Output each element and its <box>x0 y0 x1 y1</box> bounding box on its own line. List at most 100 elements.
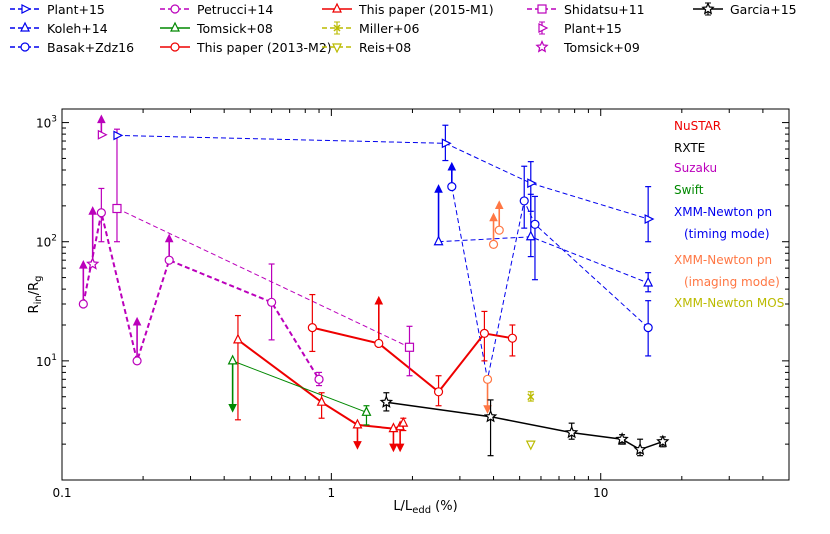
x-axis-label-unit: (%) <box>431 499 458 514</box>
data-point-xmm-newton-pn-imaging-mode <box>488 239 499 249</box>
data-point-garcia-15 <box>564 425 579 439</box>
data-point-this-paper-2015-m1 <box>316 395 327 406</box>
y-axis-label-slash: /R <box>27 282 42 295</box>
limit-arrow-tomsick-08 <box>228 404 237 413</box>
series-line-basak-zdz16 <box>451 186 649 380</box>
data-point-basak-zdz16 <box>519 196 529 206</box>
data-point-basak-zdz16 <box>447 182 457 192</box>
data-point-this-paper-2015-m1 <box>388 422 399 433</box>
series-lines <box>82 134 664 451</box>
legend-entry-tomsick-09: Tomsick+09 <box>535 39 640 55</box>
axis-ticks: 0.1 1 10 101 102 103 <box>36 109 790 500</box>
data-point-reis-08 <box>525 440 536 451</box>
data-point-this-paper-2013-m2 <box>307 323 317 333</box>
legend-entry-basak-zdz16: Basak+Zdz16 <box>10 40 134 55</box>
series-marks <box>78 114 670 457</box>
x-tick-label: 10 <box>593 486 608 500</box>
legend-entry-reis-08: Reis+08 <box>322 40 411 55</box>
data-point-basak-zdz16 <box>530 219 540 229</box>
annotation-xmm-newton-mos: XMM-Newton MOS <box>674 296 784 310</box>
data-point-koleh-14 <box>525 230 536 241</box>
legend-marker <box>333 24 341 32</box>
data-point-this-paper-2013-m2 <box>507 333 517 343</box>
data-point-tomsick-09 <box>86 256 100 270</box>
annotation-timing-mode: (timing mode) <box>684 227 770 241</box>
limit-arrow-basak-zdz16 <box>447 161 457 171</box>
legend-entry-tomsick-08: Tomsick+08 <box>160 21 273 36</box>
series-line-shidatsu-11 <box>116 208 410 348</box>
series-line-petrucci-14 <box>82 212 320 380</box>
legend-marker <box>20 21 30 32</box>
limit-arrow-this-paper-2013-m2 <box>374 295 384 305</box>
legend-label: Basak+Zdz16 <box>47 40 134 55</box>
data-point-garcia-15 <box>633 442 647 456</box>
limit-arrow-petrucci-14 <box>79 260 88 269</box>
annotation-xmm-newton-pn: XMM-Newton pn <box>674 253 772 267</box>
limit-arrow-this-paper-2015-m1 <box>353 441 362 450</box>
legend-entry-plant-15: Plant+15 <box>538 21 622 36</box>
data-point-koleh-14 <box>643 276 654 287</box>
data-point-this-paper-2013-m2 <box>479 328 490 339</box>
y-axis-label-sub1: in <box>33 295 44 304</box>
legend-marker <box>170 21 180 32</box>
data-point-shidatsu-11 <box>404 342 415 352</box>
legend-marker <box>332 2 342 13</box>
annotation-suzaku: Suzaku <box>674 161 717 175</box>
data-point-plant-15-suzaku <box>97 129 108 140</box>
legend-entry-shidatsu-11: Shidatsu+11 <box>527 2 645 17</box>
limit-arrow-tomsick-09 <box>88 206 98 215</box>
legend-marker <box>535 39 549 53</box>
data-point-miller-06 <box>527 393 535 401</box>
series-line-this-paper-2015-m1 <box>237 339 405 430</box>
data-point-garcia-15 <box>615 432 629 445</box>
data-point-xmm-newton-pn-imaging-mode <box>494 225 504 235</box>
data-point-tomsick-08 <box>361 405 372 416</box>
axis-labels: L/Ledd (%) Rin/Rg <box>27 276 458 516</box>
data-point-this-paper-2015-m1 <box>352 418 363 429</box>
legend-label: Koleh+14 <box>47 21 108 36</box>
legend-marker <box>21 4 32 14</box>
y-axis-label-main: R <box>27 304 42 313</box>
limit-arrow-koleh-14 <box>434 184 443 193</box>
data-point-petrucci-14 <box>267 297 277 307</box>
legend-label: Miller+06 <box>359 21 419 36</box>
series-line-tomsick-08 <box>232 360 367 413</box>
legend-label: This paper (2015-M1) <box>358 2 494 17</box>
y-tick-label: 101 <box>36 353 57 369</box>
data-point-petrucci-14 <box>78 299 88 309</box>
legend-entry-garcia-15: Garcia+15 <box>693 1 797 17</box>
plot-frame <box>61 108 790 481</box>
legend-label: Reis+08 <box>359 40 411 55</box>
legend-label: Plant+15 <box>47 2 105 17</box>
data-point-garcia-15 <box>483 409 498 423</box>
data-point-this-paper-2013-m2 <box>433 387 444 397</box>
limit-arrow-xmm-newton-pn-imaging-mode <box>494 200 504 210</box>
legend-marker <box>20 42 30 52</box>
data-point-plant-15 <box>441 138 452 149</box>
data-point-this-paper-2015-m1 <box>398 416 409 427</box>
plot-area: 0.1 1 10 101 102 103 NuSTAR RXTE Suzaku Swift XMM… <box>36 108 790 500</box>
x-axis-label-sub: edd <box>412 505 431 516</box>
data-point-koleh-14 <box>433 235 444 246</box>
x-axis-label: L/Ledd (%) <box>393 499 457 516</box>
legend-marker <box>537 4 547 14</box>
data-point-petrucci-14 <box>96 208 106 218</box>
data-point-petrucci-14 <box>164 255 174 265</box>
legend-entry-koleh-14: Koleh+14 <box>10 21 108 36</box>
legend-marker <box>170 4 180 14</box>
legend-label: Garcia+15 <box>730 2 797 17</box>
data-point-garcia-15 <box>656 434 670 448</box>
legend-entry-miller-06: Miller+06 <box>322 21 419 36</box>
annotation-rxte: RXTE <box>674 141 705 155</box>
legend-marker <box>332 43 342 54</box>
limit-arrow-petrucci-14 <box>132 316 142 326</box>
x-tick-label: 1 <box>328 486 336 500</box>
annotation-xmm-newton-pn: XMM-Newton pn <box>674 205 772 219</box>
y-tick-label: 102 <box>36 234 57 250</box>
annotation-imaging-mode: (imaging mode) <box>684 275 780 289</box>
legend-marker <box>538 23 549 33</box>
annotation-swift: Swift <box>674 183 704 197</box>
data-point-this-paper-2015-m1 <box>232 333 243 344</box>
data-point-plant-15 <box>113 130 124 141</box>
